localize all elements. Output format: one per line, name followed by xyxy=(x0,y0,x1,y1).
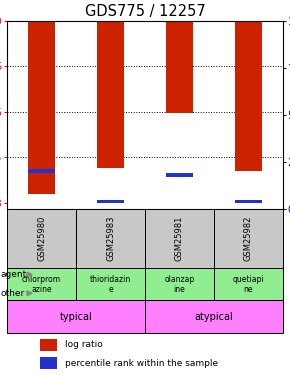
Bar xyxy=(28,170,55,173)
Text: GSM25983: GSM25983 xyxy=(106,216,115,261)
FancyBboxPatch shape xyxy=(7,209,76,268)
Text: thioridazin
e: thioridazin e xyxy=(90,275,131,294)
Bar xyxy=(166,173,193,177)
Text: chlorprom
azine: chlorprom azine xyxy=(22,275,61,294)
FancyBboxPatch shape xyxy=(145,268,214,300)
Text: other: other xyxy=(1,289,25,298)
Text: quetiapi
ne: quetiapi ne xyxy=(233,275,264,294)
FancyBboxPatch shape xyxy=(214,268,283,300)
Text: percentile rank within the sample: percentile rank within the sample xyxy=(65,358,218,368)
Text: GSM25982: GSM25982 xyxy=(244,216,253,261)
Bar xyxy=(40,357,57,369)
FancyBboxPatch shape xyxy=(7,300,145,333)
FancyBboxPatch shape xyxy=(7,268,76,300)
Text: log ratio: log ratio xyxy=(65,340,103,350)
Bar xyxy=(235,21,262,171)
Bar xyxy=(97,200,124,203)
Text: agent: agent xyxy=(1,270,27,279)
FancyBboxPatch shape xyxy=(76,209,145,268)
Bar xyxy=(166,21,193,113)
FancyBboxPatch shape xyxy=(76,268,145,300)
Bar xyxy=(40,339,57,351)
Text: atypical: atypical xyxy=(195,312,233,322)
FancyBboxPatch shape xyxy=(145,300,283,333)
Text: GSM25980: GSM25980 xyxy=(37,216,46,261)
FancyBboxPatch shape xyxy=(214,209,283,268)
Text: GSM25981: GSM25981 xyxy=(175,216,184,261)
Bar xyxy=(235,200,262,203)
FancyBboxPatch shape xyxy=(145,209,214,268)
Text: typical: typical xyxy=(60,312,93,322)
Text: olanzap
ine: olanzap ine xyxy=(164,275,195,294)
Bar xyxy=(97,21,124,168)
Title: GDS775 / 12257: GDS775 / 12257 xyxy=(85,4,205,20)
Bar xyxy=(28,21,55,194)
